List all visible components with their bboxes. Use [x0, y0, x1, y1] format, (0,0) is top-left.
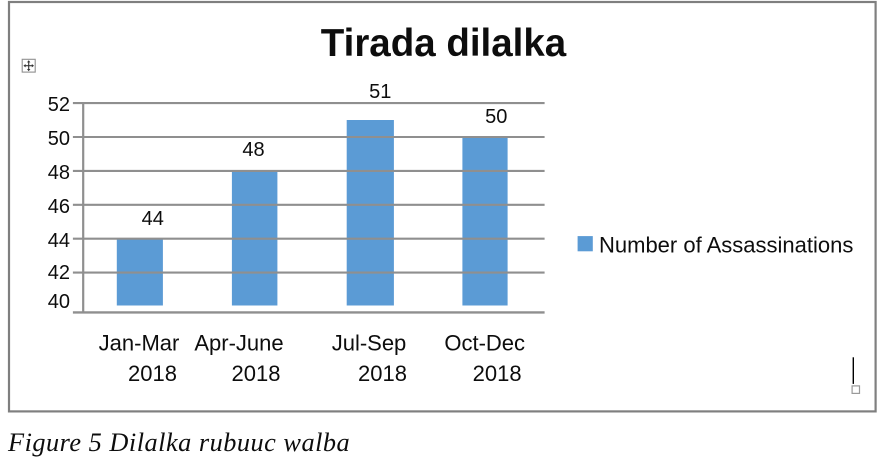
svg-text:Jul-Sep: Jul-Sep [332, 330, 407, 355]
svg-text:52: 52 [48, 94, 70, 116]
svg-text:2018: 2018 [128, 361, 177, 386]
svg-text:Number of Assassinations: Number of Assassinations [599, 232, 853, 257]
svg-text:Tirada dilalka: Tirada dilalka [321, 22, 567, 65]
svg-text:Figure 5 Dilalka rubuuc walba: Figure 5 Dilalka rubuuc walba [7, 428, 350, 457]
svg-text:2018: 2018 [473, 361, 522, 386]
svg-text:2018: 2018 [232, 361, 281, 386]
svg-text:44: 44 [48, 230, 70, 252]
svg-text:42: 42 [48, 262, 70, 284]
svg-text:51: 51 [369, 81, 391, 103]
svg-text:Apr-June: Apr-June [194, 330, 283, 355]
svg-text:2018: 2018 [358, 361, 407, 386]
svg-text:Oct-Dec: Oct-Dec [444, 330, 525, 355]
svg-text:40: 40 [48, 291, 70, 313]
svg-text:Jan-Mar: Jan-Mar [99, 330, 180, 355]
svg-text:50: 50 [48, 128, 70, 150]
svg-text:48: 48 [242, 139, 264, 161]
svg-text:48: 48 [48, 162, 70, 184]
svg-text:46: 46 [48, 196, 70, 218]
svg-text:50: 50 [485, 106, 507, 128]
svg-text:44: 44 [142, 208, 164, 230]
